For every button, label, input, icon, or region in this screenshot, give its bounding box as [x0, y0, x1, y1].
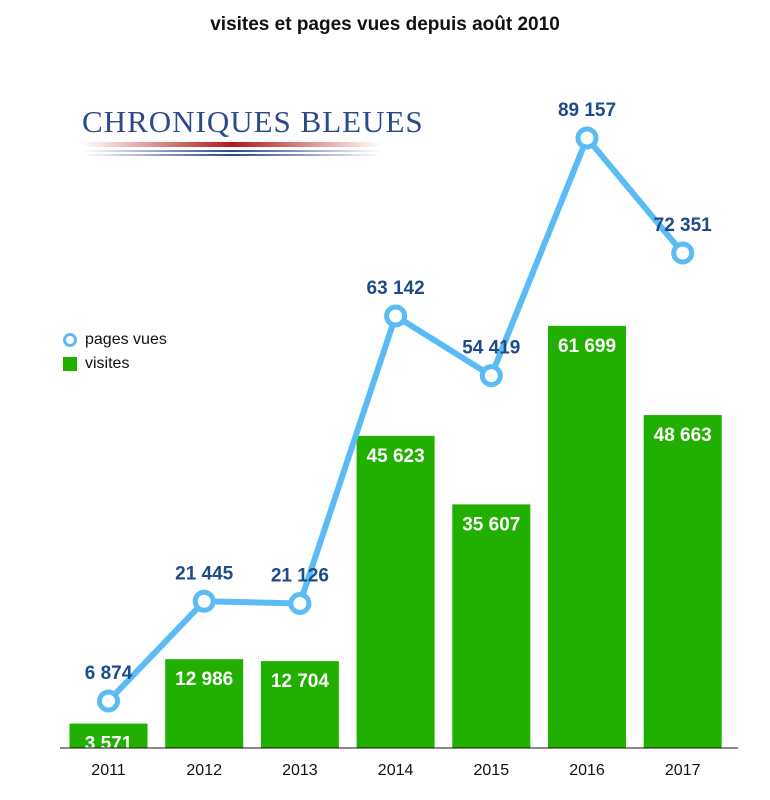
- x-tick-label: 2011: [91, 762, 126, 779]
- legend-line-marker: [63, 333, 77, 347]
- legend-label-visites: visites: [85, 355, 130, 372]
- bar-value-label: 35 607: [462, 514, 520, 535]
- legend-bar-marker: [63, 357, 77, 371]
- x-tick-label: 2012: [186, 762, 222, 779]
- logo-text: CHRONIQUES BLEUES: [82, 104, 424, 139]
- point-pages-vues: [671, 241, 695, 265]
- x-tick-label: 2015: [474, 762, 510, 779]
- legend-label-pages-vues: pages vues: [85, 331, 167, 348]
- chroniques-bleues-logo: CHRONIQUES BLEUES: [82, 104, 424, 164]
- point-value-label: 89 157: [558, 100, 616, 121]
- point-pages-vues: [192, 589, 216, 613]
- point-value-label: 21 445: [175, 563, 234, 584]
- point-pages-vues: [575, 126, 599, 150]
- point-pages-vues: [288, 591, 312, 615]
- x-tick-label: 2014: [378, 762, 414, 779]
- bar-value-label: 12 986: [175, 669, 233, 690]
- x-tick-label: 2016: [569, 762, 605, 779]
- point-value-label: 63 142: [367, 278, 425, 299]
- bar-visites: [643, 415, 722, 748]
- bar-visites: [548, 325, 626, 748]
- bar-value-label: 12 704: [271, 671, 330, 692]
- logo-stripes: [82, 142, 382, 156]
- x-tick-label: 2013: [282, 762, 318, 779]
- point-pages-vues: [479, 364, 503, 388]
- chart-legend: pages vues visites: [63, 328, 167, 376]
- point-pages-vues: [97, 689, 120, 713]
- bar-visites: [356, 435, 435, 748]
- legend-item-pages-vues: pages vues: [63, 328, 167, 352]
- point-value-label: 54 419: [462, 338, 520, 359]
- bar-visites: [69, 723, 148, 748]
- point-pages-vues: [384, 304, 408, 328]
- point-value-label: 21 126: [271, 565, 329, 586]
- point-value-label: 6 874: [85, 663, 133, 684]
- chart-title: visites et pages vues depuis août 2010: [210, 14, 560, 35]
- bar-visites: [452, 504, 531, 748]
- point-value-label: 72 351: [654, 215, 713, 236]
- bar-visites: [260, 661, 339, 748]
- legend-item-visites: visites: [63, 352, 167, 376]
- bar-value-label: 3 571: [85, 734, 133, 755]
- x-tick-label: 2017: [665, 762, 701, 779]
- bar-value-label: 61 699: [558, 336, 616, 357]
- bar-value-label: 45 623: [367, 446, 425, 467]
- bar-value-label: 48 663: [654, 425, 712, 446]
- bar-visites: [165, 659, 244, 748]
